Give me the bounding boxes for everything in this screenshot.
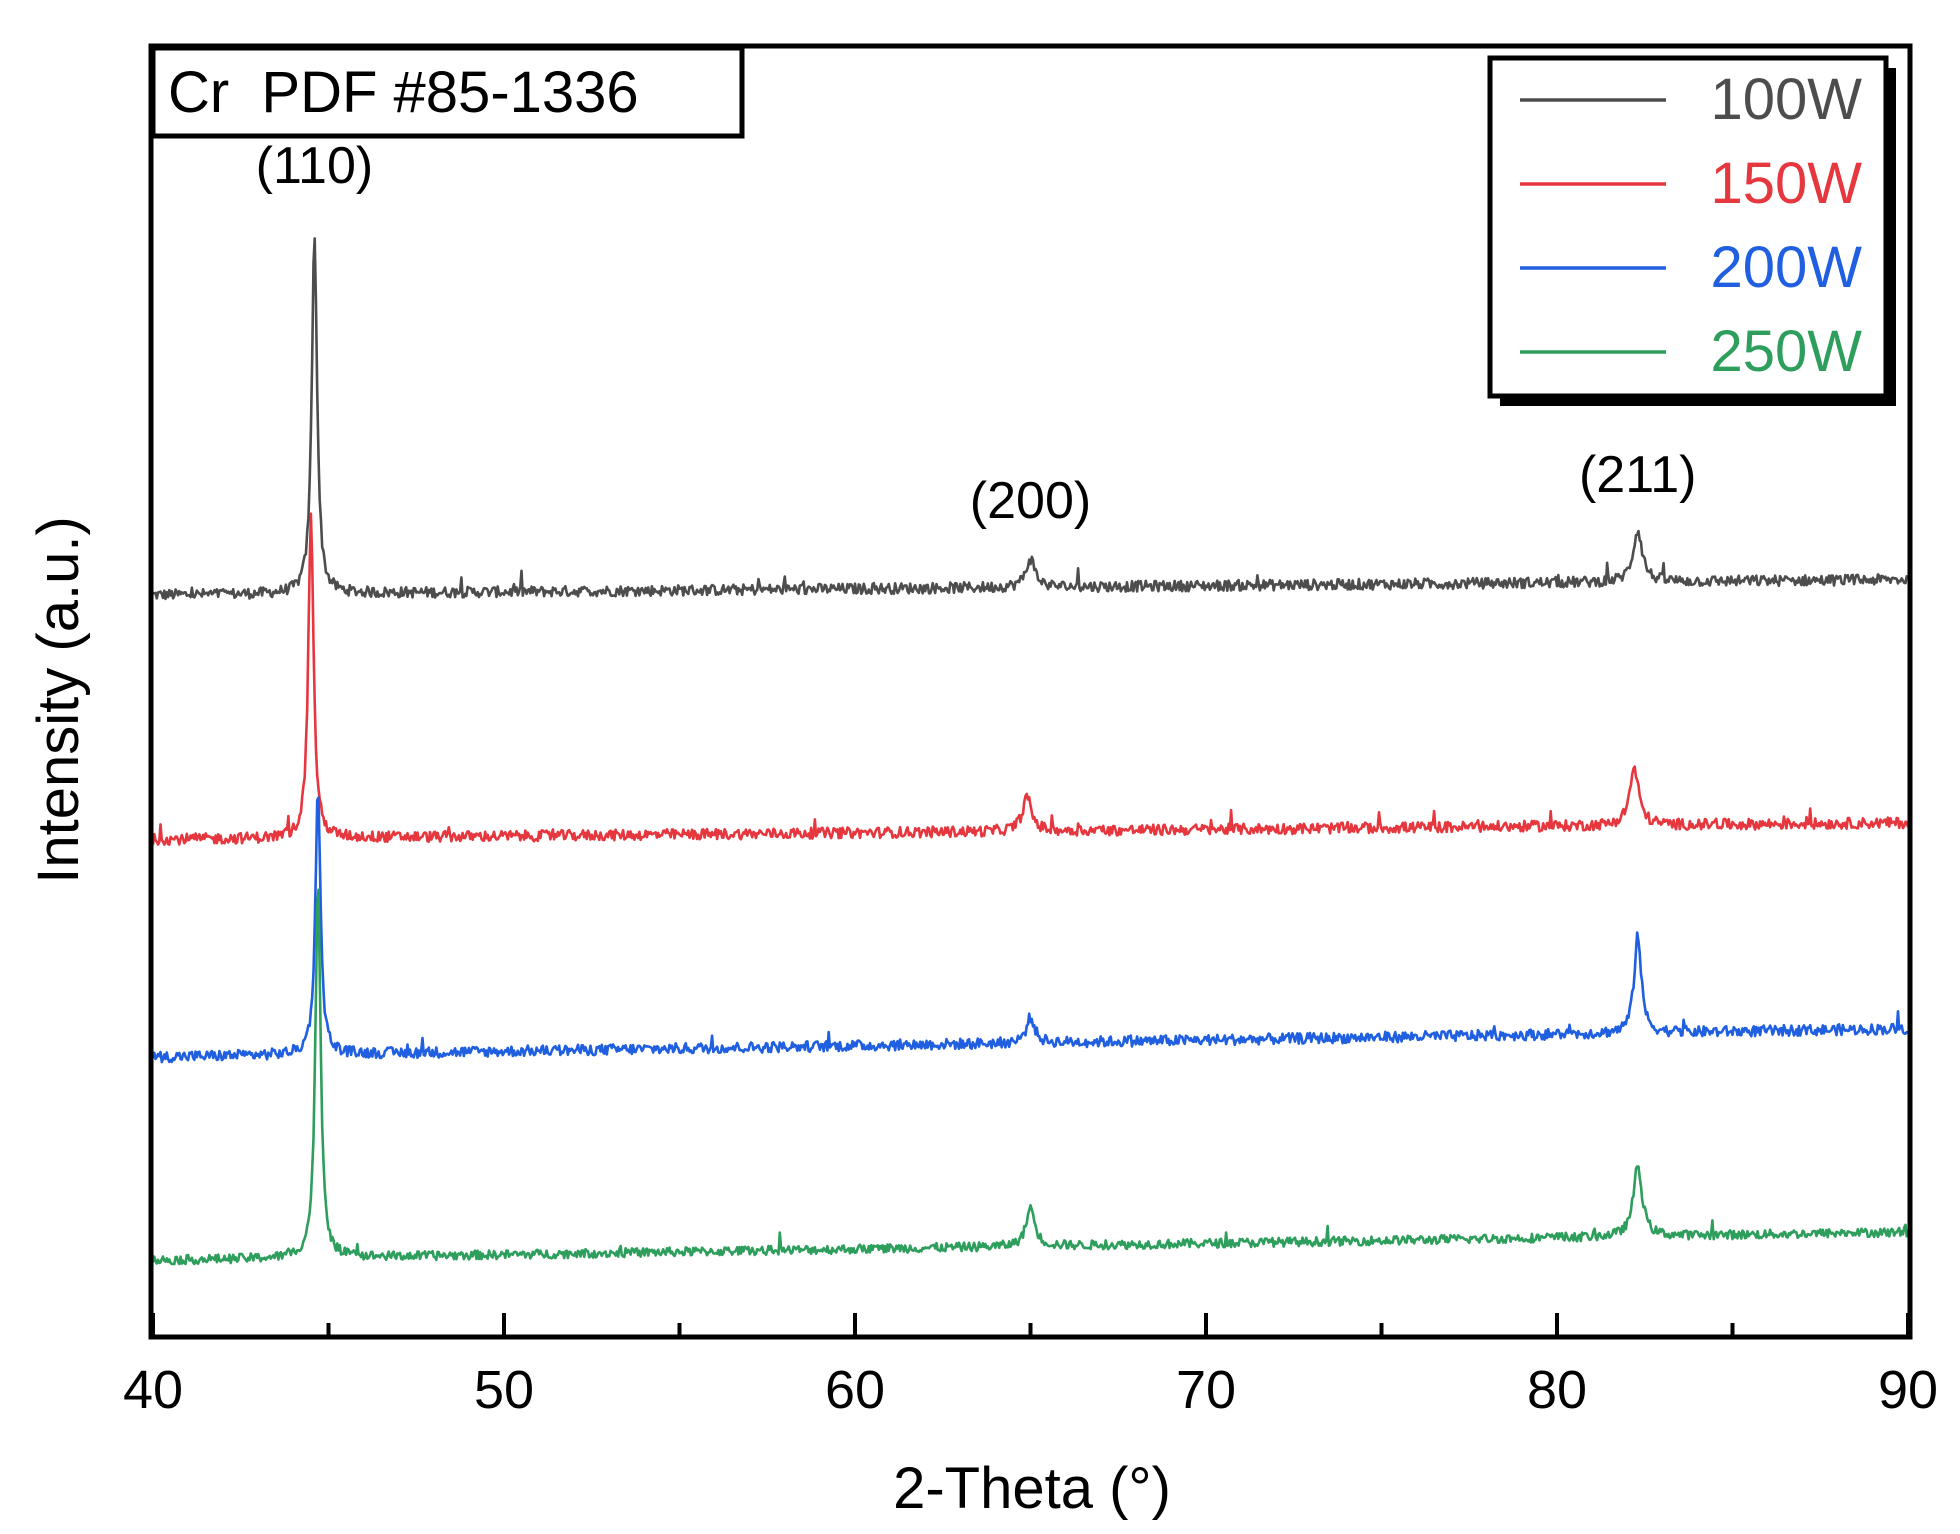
reference-label: Cr PDF #85-1336	[168, 60, 639, 125]
x-tick-label-60: 60	[825, 1360, 885, 1420]
x-tick-label-90: 90	[1878, 1360, 1938, 1420]
legend-label-250W: 250W	[1710, 319, 1862, 384]
series-layer	[151, 237, 1910, 1266]
x-tick-label-80: 80	[1527, 1360, 1587, 1420]
series-line-100W	[152, 237, 1910, 601]
series-line-150W	[151, 512, 1910, 846]
legend-box	[1487, 55, 1889, 399]
x-tick-label-40: 40	[123, 1360, 183, 1420]
peak-label: (211)	[1579, 446, 1697, 504]
peak-label: (200)	[970, 472, 1091, 530]
series-line-250W	[151, 888, 1910, 1266]
peak-label: (110)	[256, 137, 374, 195]
legend-label-100W: 100W	[1710, 67, 1862, 132]
peak-annotations: (110) (200) (211)	[256, 137, 1697, 530]
legend-label-200W: 200W	[1710, 235, 1862, 300]
plot-frame	[148, 43, 1913, 1340]
legend-entries: 100W 150W 200W 250W	[1520, 67, 1862, 384]
x-axis-tick-labels: 40 50 60 70 80 90	[123, 1360, 1938, 1420]
reference-card: Cr PDF #85-1336	[150, 45, 745, 139]
x-axis-title: 2-Theta (°)	[893, 1456, 1171, 1521]
series-line-200W	[151, 796, 1909, 1064]
x-tick-label-50: 50	[474, 1360, 534, 1420]
legend-label-150W: 150W	[1710, 151, 1862, 216]
y-axis-title: Intensity (a.u.)	[26, 516, 91, 883]
legend: 100W 150W 200W 250W	[1487, 55, 1896, 406]
x-tick-label-70: 70	[1176, 1360, 1236, 1420]
x-axis-ticks	[151, 1313, 1910, 1335]
